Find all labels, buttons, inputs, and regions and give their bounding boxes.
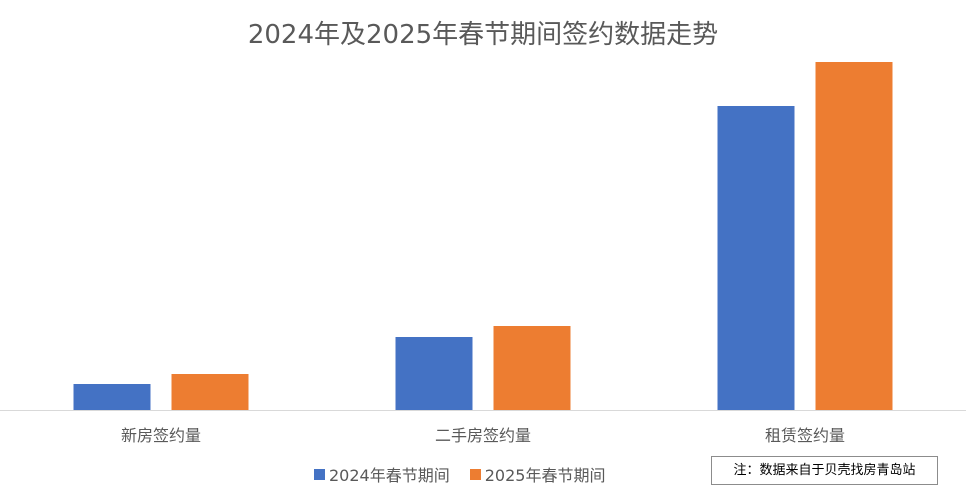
bar-0-0[interactable] (73, 384, 151, 410)
chart-title: 2024年及2025年春节期间签约数据走势 (247, 20, 719, 50)
legend-swatch-2024 (314, 468, 325, 480)
legend-swatch-2025 (469, 468, 481, 480)
legend-item-2024[interactable]: 2024年春节期间 (314, 462, 450, 486)
bar-1-0[interactable] (395, 337, 473, 410)
category-label-1: 二手房签约量 (435, 426, 531, 445)
source-note: 注：数据来自于贝壳找房青岛站 (711, 456, 938, 485)
bar-2-1[interactable] (815, 62, 893, 410)
bar-1-1[interactable] (493, 326, 571, 410)
bar-2-0[interactable] (717, 106, 795, 410)
category-label-2: 租赁签约量 (765, 426, 845, 445)
chart-legend: 2024年春节期间 2025年春节期间 (314, 462, 625, 486)
legend-item-2025[interactable]: 2025年春节期间 (469, 462, 606, 486)
legend-label-2024: 2024年春节期间 (329, 466, 450, 485)
bar-0-1[interactable] (171, 374, 249, 410)
category-label-0: 新房签约量 (121, 426, 201, 445)
legend-label-2025: 2025年春节期间 (484, 466, 606, 485)
